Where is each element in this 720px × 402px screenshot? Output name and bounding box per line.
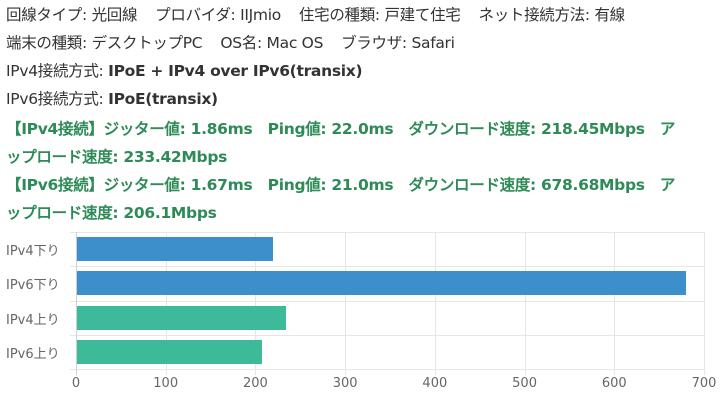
grid-line-horizontal: [70, 266, 705, 267]
ipv4-method-row: IPv4接続方式: IPoE + IPv4 over IPv6(transix): [6, 61, 363, 81]
ipv6-result-line2: ップロード速度: 206.1Mbps: [6, 204, 217, 222]
x-tick-label: 400: [422, 376, 448, 391]
ipv6-method-value: IPoE(transix): [108, 90, 218, 108]
x-tick-label: 100: [153, 376, 179, 391]
os-value: Mac OS: [266, 34, 324, 52]
ipv4-result-line1: 【IPv4接続】ジッター値: 1.86ms Ping値: 22.0ms ダウンロ…: [6, 120, 676, 138]
grid-line-horizontal: [70, 301, 705, 302]
browser-label: ブラウザ:: [341, 34, 412, 52]
ipv6-result-line1: 【IPv6接続】ジッター値: 1.67ms Ping値: 21.0ms ダウンロ…: [6, 176, 676, 194]
x-tick-label: 600: [601, 376, 627, 391]
bar-0: [77, 237, 273, 261]
ipv6-method-label: IPv6接続方式:: [6, 90, 109, 108]
line-type-row: 回線タイプ: 光回線 プロバイダ: IIJmio 住宅の種類: 戸建て住宅 ネット接続…: [6, 5, 625, 25]
grid-line-vertical: [255, 232, 256, 375]
line-type-value: 光回線: [91, 6, 138, 24]
y-category-label: IPv4上り: [6, 313, 60, 328]
grid-line-vertical: [525, 232, 526, 375]
housing-label: 住宅の種類:: [298, 6, 385, 24]
net-method-value: 有線: [594, 6, 625, 24]
grid-line-vertical: [704, 232, 705, 375]
provider-label: プロバイダ:: [155, 6, 241, 24]
ipv6-method-row: IPv6接続方式: IPoE(transix): [6, 89, 218, 109]
grid-line-vertical: [435, 232, 436, 375]
x-tick-label: 500: [512, 376, 537, 391]
device-value: デスクトップPC: [91, 34, 203, 52]
bar-2: [77, 306, 286, 330]
y-category-label: IPv4下り: [6, 244, 60, 259]
ipv4-method-value: IPoE + IPv4 over IPv6(transix): [108, 62, 363, 80]
net-method-label: ネット接続方法:: [478, 6, 595, 24]
grid-line-vertical: [345, 232, 346, 375]
x-tick-label: 300: [332, 376, 358, 391]
x-tick-label: 700: [691, 376, 717, 391]
bar-3: [77, 340, 262, 364]
ipv4-method-label: IPv4接続方式:: [6, 62, 109, 80]
grid-line-horizontal: [70, 232, 705, 233]
grid-line-horizontal: [70, 369, 705, 370]
grid-line-vertical: [166, 232, 167, 375]
device-label: 端末の種類:: [6, 34, 92, 52]
x-tick-label: 200: [243, 376, 268, 391]
os-label: OS名:: [220, 34, 267, 52]
bar-1: [77, 271, 686, 295]
grid-line-vertical: [614, 232, 615, 375]
housing-value: 戸建て住宅: [384, 6, 461, 24]
y-category-label: IPv6上り: [6, 347, 60, 362]
grid-line-horizontal: [70, 335, 705, 336]
y-axis-line: [76, 232, 77, 375]
line-type-label: 回線タイプ:: [6, 6, 92, 24]
device-row: 端末の種類: デスクトップPC OS名: Mac OS ブラウザ: Safari: [6, 33, 455, 53]
ipv4-result-line2: ップロード速度: 233.42Mbps: [6, 148, 228, 166]
y-category-label: IPv6下り: [6, 278, 60, 293]
x-tick-label: 0: [71, 376, 81, 391]
browser-value: Safari: [411, 34, 455, 52]
provider-value: IIJmio: [240, 6, 281, 24]
